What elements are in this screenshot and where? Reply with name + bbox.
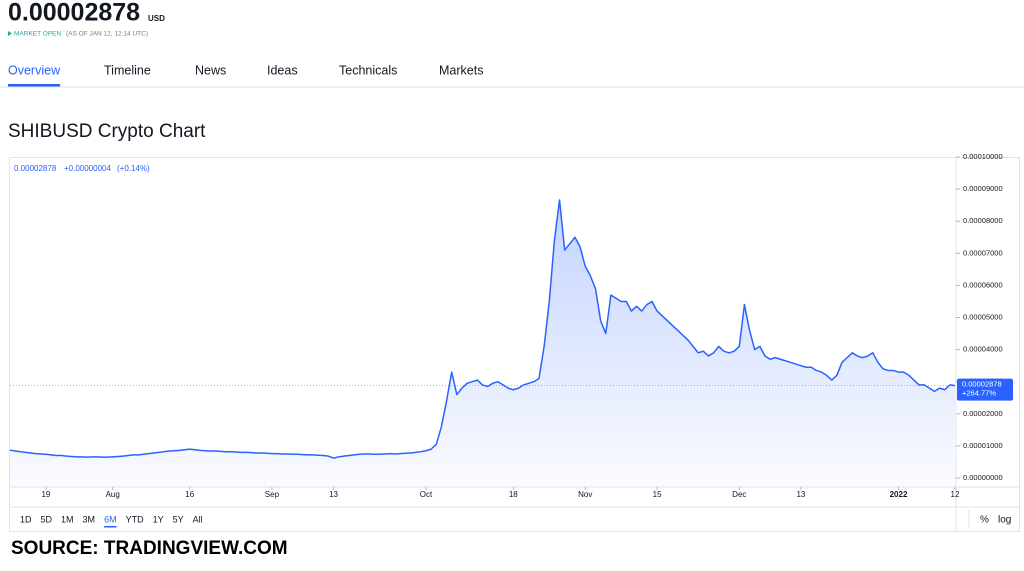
y-tick-label: 0.00004000 — [963, 345, 1003, 354]
x-tick-label: Aug — [106, 490, 120, 499]
price-line — [9, 199, 956, 459]
range-button[interactable]: 3M — [83, 514, 96, 524]
market-status: MARKET OPEN — [14, 31, 62, 38]
x-tick-label: Nov — [578, 490, 592, 499]
y-tick-label: 0.00005000 — [963, 312, 1003, 321]
x-tick-label: Dec — [732, 490, 746, 499]
chart-title: SHIBUSD Crypto Chart — [8, 121, 206, 142]
x-tick-label: Oct — [420, 490, 433, 499]
y-tick-label: 0.00006000 — [963, 280, 1003, 289]
range-button[interactable]: 5Y — [173, 514, 184, 524]
range-button[interactable]: 1M — [61, 514, 74, 524]
x-tick-label: 2022 — [890, 490, 908, 499]
x-tick-label: 16 — [185, 490, 194, 499]
as-of: (AS OF JAN 12, 12:14 UTC) — [66, 31, 148, 38]
range-button[interactable]: 1Y — [153, 514, 164, 524]
tab[interactable]: Markets — [439, 63, 483, 77]
y-tick-label: 0.00008000 — [963, 216, 1003, 225]
y-tick-label: 0.00002000 — [963, 409, 1003, 418]
last-price-box — [957, 378, 1013, 401]
tab[interactable]: Technicals — [339, 63, 397, 77]
area-fill — [10, 200, 955, 487]
price: 0.00002878 — [8, 0, 140, 27]
status-icon — [8, 31, 12, 36]
range-underline — [104, 526, 117, 528]
range-buttons: 1D 5D 1M 3M 6M YTD 1Y 5Y All — [20, 514, 203, 528]
range-button[interactable]: 1D — [20, 514, 32, 524]
x-tick-label: 15 — [653, 490, 662, 499]
x-tick-label: 13 — [329, 490, 338, 499]
legend-change: +0.00000004 — [64, 164, 111, 173]
x-tick-label: 12 — [951, 490, 960, 499]
log-toggle[interactable]: log — [998, 515, 1011, 526]
y-tick-label: 0.00010000 — [963, 152, 1003, 161]
last-change-label: +264.77% — [962, 389, 996, 398]
tab[interactable]: Overview — [8, 63, 61, 77]
x-tick-label: 13 — [796, 490, 805, 499]
range-button[interactable]: 5D — [41, 514, 53, 524]
last-price-label: 0.00002878 — [962, 380, 1002, 389]
percent-toggle[interactable]: % — [980, 515, 989, 526]
y-tick-label: 0.00009000 — [963, 184, 1003, 193]
plot: 0.00010000 0.00009000 0.00008000 0.00007000… — [9, 152, 1013, 499]
range-button[interactable]: YTD — [126, 514, 145, 524]
tab[interactable]: News — [195, 63, 226, 77]
x-tick-label: 18 — [509, 490, 518, 499]
tab[interactable]: Ideas — [267, 63, 298, 77]
range-button[interactable]: 6M — [104, 514, 117, 524]
tabs: Overview Timeline News Ideas Technicals Marke… — [8, 63, 483, 87]
legend-change-pct: (+0.14%) — [117, 164, 150, 173]
y-tick-label: 0.00001000 — [963, 441, 1003, 450]
range-button[interactable]: All — [193, 514, 203, 524]
y-tick-label: 0.00007000 — [963, 248, 1003, 257]
tab[interactable]: Timeline — [104, 63, 151, 77]
source: SOURCE: TRADINGVIEW.COM — [11, 538, 288, 559]
y-tick-label: 0.00000000 — [963, 473, 1003, 482]
x-tick-label: Sep — [265, 490, 280, 499]
currency: USD — [148, 14, 165, 23]
tab-underline — [8, 84, 61, 87]
x-tick-label: 19 — [41, 490, 50, 499]
legend-last: 0.00002878 — [14, 164, 57, 173]
